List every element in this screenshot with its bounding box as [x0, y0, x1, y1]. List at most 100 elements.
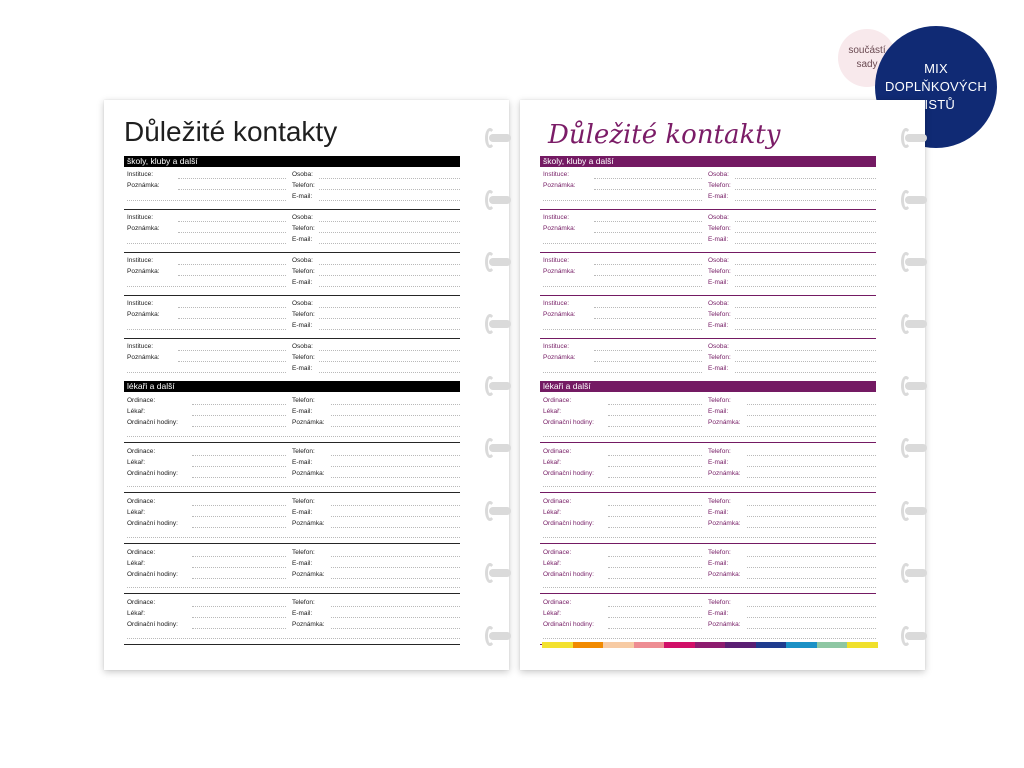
write-line[interactable] — [192, 426, 286, 428]
write-line[interactable] — [331, 516, 460, 518]
write-line[interactable] — [735, 200, 876, 202]
write-line[interactable] — [331, 606, 460, 607]
write-line[interactable] — [127, 435, 460, 437]
write-line[interactable] — [594, 189, 702, 191]
write-line[interactable] — [543, 372, 702, 374]
write-line[interactable] — [608, 617, 702, 619]
write-line[interactable] — [192, 465, 286, 467]
write-line[interactable] — [543, 435, 876, 437]
write-line[interactable] — [594, 361, 702, 363]
write-line[interactable] — [192, 555, 286, 557]
write-line[interactable] — [178, 350, 286, 351]
write-line[interactable] — [127, 372, 286, 374]
write-line[interactable] — [735, 372, 876, 374]
write-line[interactable] — [747, 527, 876, 529]
write-line[interactable] — [331, 426, 460, 428]
write-line[interactable] — [543, 329, 702, 331]
write-line[interactable] — [747, 555, 876, 557]
write-line[interactable] — [331, 566, 460, 568]
write-line[interactable] — [594, 264, 702, 265]
write-line[interactable] — [543, 486, 876, 488]
write-line[interactable] — [747, 404, 876, 405]
write-line[interactable] — [747, 516, 876, 518]
write-line[interactable] — [735, 350, 876, 351]
write-line[interactable] — [127, 637, 460, 639]
write-line[interactable] — [127, 329, 286, 331]
write-line[interactable] — [319, 264, 460, 265]
write-line[interactable] — [178, 307, 286, 308]
write-line[interactable] — [192, 577, 286, 579]
write-line[interactable] — [319, 178, 460, 179]
write-line[interactable] — [747, 426, 876, 428]
write-line[interactable] — [608, 577, 702, 579]
write-line[interactable] — [543, 286, 702, 288]
write-line[interactable] — [127, 587, 460, 589]
write-line[interactable] — [331, 476, 460, 478]
write-line[interactable] — [608, 566, 702, 568]
write-line[interactable] — [735, 286, 876, 288]
write-line[interactable] — [543, 200, 702, 202]
write-line[interactable] — [594, 178, 702, 179]
write-line[interactable] — [747, 617, 876, 619]
write-line[interactable] — [192, 454, 286, 456]
write-line[interactable] — [319, 200, 460, 202]
write-line[interactable] — [319, 275, 460, 277]
write-line[interactable] — [331, 465, 460, 467]
write-line[interactable] — [608, 426, 702, 428]
write-line[interactable] — [127, 200, 286, 202]
write-line[interactable] — [543, 536, 876, 538]
write-line[interactable] — [178, 264, 286, 265]
write-line[interactable] — [331, 555, 460, 557]
write-line[interactable] — [192, 566, 286, 568]
write-line[interactable] — [608, 516, 702, 518]
write-line[interactable] — [747, 476, 876, 478]
write-line[interactable] — [608, 404, 702, 405]
write-line[interactable] — [127, 486, 460, 488]
write-line[interactable] — [608, 454, 702, 456]
write-line[interactable] — [192, 617, 286, 619]
write-line[interactable] — [735, 243, 876, 245]
write-line[interactable] — [735, 264, 876, 265]
write-line[interactable] — [735, 221, 876, 222]
write-line[interactable] — [331, 527, 460, 529]
write-line[interactable] — [747, 606, 876, 607]
write-line[interactable] — [319, 232, 460, 234]
write-line[interactable] — [747, 566, 876, 568]
write-line[interactable] — [319, 350, 460, 351]
write-line[interactable] — [608, 606, 702, 607]
write-line[interactable] — [608, 465, 702, 467]
write-line[interactable] — [608, 527, 702, 529]
write-line[interactable] — [608, 476, 702, 478]
write-line[interactable] — [192, 606, 286, 607]
write-line[interactable] — [319, 361, 460, 363]
write-line[interactable] — [127, 243, 286, 245]
write-line[interactable] — [178, 275, 286, 277]
write-line[interactable] — [178, 318, 286, 320]
write-line[interactable] — [747, 454, 876, 456]
write-line[interactable] — [594, 307, 702, 308]
write-line[interactable] — [608, 555, 702, 557]
write-line[interactable] — [735, 275, 876, 277]
write-line[interactable] — [735, 318, 876, 320]
write-line[interactable] — [594, 221, 702, 222]
write-line[interactable] — [747, 465, 876, 467]
write-line[interactable] — [178, 221, 286, 222]
write-line[interactable] — [735, 189, 876, 191]
write-line[interactable] — [331, 454, 460, 456]
write-line[interactable] — [319, 372, 460, 374]
write-line[interactable] — [331, 415, 460, 417]
write-line[interactable] — [735, 329, 876, 331]
write-line[interactable] — [192, 516, 286, 518]
write-line[interactable] — [319, 307, 460, 308]
write-line[interactable] — [319, 243, 460, 245]
write-line[interactable] — [747, 628, 876, 630]
write-line[interactable] — [331, 617, 460, 619]
write-line[interactable] — [735, 307, 876, 308]
write-line[interactable] — [747, 577, 876, 579]
write-line[interactable] — [192, 404, 286, 405]
write-line[interactable] — [127, 286, 286, 288]
write-line[interactable] — [543, 243, 702, 245]
write-line[interactable] — [608, 505, 702, 506]
write-line[interactable] — [319, 189, 460, 191]
write-line[interactable] — [594, 275, 702, 277]
